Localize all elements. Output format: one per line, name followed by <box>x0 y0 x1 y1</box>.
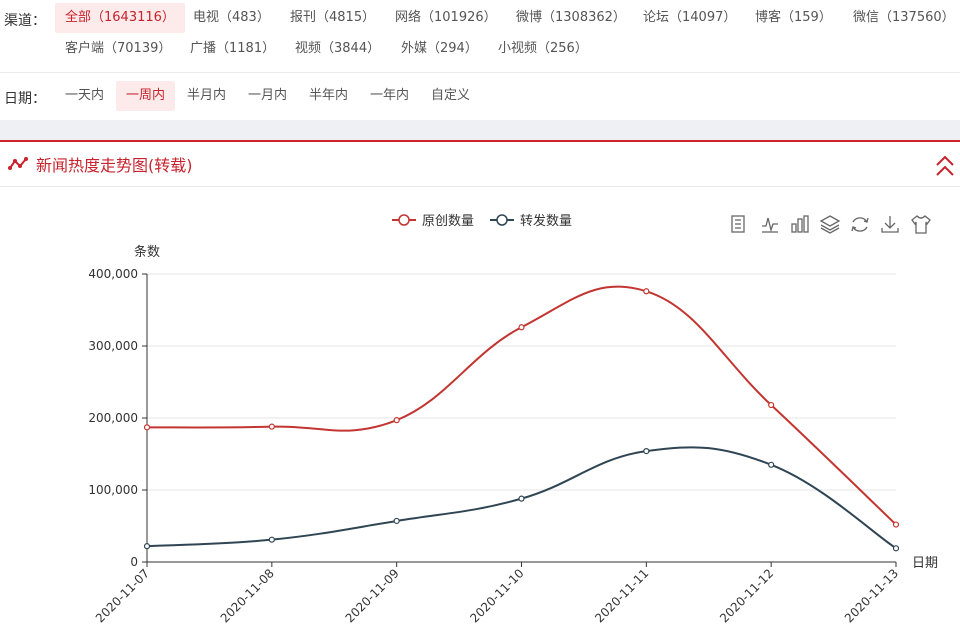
channel-chip-newspaper[interactable]: 报刊（4815） <box>290 10 376 25</box>
channel-chip-radio[interactable]: 广播（1181） <box>190 41 276 56</box>
line-chart-icon[interactable] <box>762 217 778 233</box>
series-line-0 <box>146 285 897 526</box>
date-filter-label: 日期： <box>4 91 46 107</box>
data-point[interactable] <box>393 417 400 424</box>
date-chip-day[interactable]: 一天内 <box>65 88 105 103</box>
data-point[interactable] <box>268 423 275 430</box>
data-point[interactable] <box>268 536 275 543</box>
legend-marker[interactable] <box>496 214 508 226</box>
channel-chip-forum[interactable]: 论坛（14097） <box>643 10 737 25</box>
channel-filter-label: 渠道： <box>4 13 46 29</box>
legend-marker[interactable] <box>398 214 410 226</box>
x-tick-label: 2020-11-11 <box>592 566 651 625</box>
date-chip-half-month[interactable]: 半月内 <box>187 88 227 103</box>
date-chip-half-year[interactable]: 半年内 <box>309 88 349 103</box>
y-tick-label: 300,000 <box>88 339 138 353</box>
date-chip-month[interactable]: 一月内 <box>248 88 288 103</box>
theme-icon[interactable] <box>911 215 931 234</box>
date-chip-week[interactable]: 一周内 <box>116 81 176 111</box>
data-point[interactable] <box>518 495 525 502</box>
date-chip-year[interactable]: 一年内 <box>370 88 410 103</box>
chart-legend: 原创数量 转发数量 <box>392 213 572 229</box>
data-point[interactable] <box>143 424 151 431</box>
data-point[interactable] <box>518 324 525 331</box>
channel-chip-web[interactable]: 网络（101926） <box>395 10 497 25</box>
channel-chip-short-video[interactable]: 小视频（256） <box>498 41 588 56</box>
data-point[interactable] <box>768 401 775 409</box>
legend-label[interactable]: 原创数量 <box>422 214 474 229</box>
x-tick-label: 2020-11-10 <box>467 566 526 625</box>
channel-chip-client[interactable]: 客户端（70139） <box>65 41 172 56</box>
trend-chart: 原创数量 转发数量 0 100,000 200,000 300,000 400,000 条数… <box>88 213 938 625</box>
channel-chip-wechat[interactable]: 微信（137560） <box>853 10 955 25</box>
x-tick-label: 2020-11-12 <box>717 566 776 625</box>
bar-chart-icon[interactable] <box>791 215 809 233</box>
download-icon[interactable] <box>881 216 899 233</box>
x-tick-label: 2020-11-09 <box>343 566 402 625</box>
refresh-icon[interactable] <box>851 217 869 232</box>
date-chip-custom[interactable]: 自定义 <box>431 88 471 103</box>
data-view-icon[interactable] <box>731 215 745 233</box>
data-point[interactable] <box>892 521 900 528</box>
x-tick-label: 2020-11-13 <box>842 566 901 625</box>
data-point[interactable] <box>393 517 400 525</box>
legend-label[interactable]: 转发数量 <box>520 213 572 229</box>
chart-series <box>143 285 900 552</box>
x-axis-title: 日期 <box>912 556 938 571</box>
data-point[interactable] <box>643 448 650 455</box>
stack-icon[interactable] <box>819 215 841 234</box>
channel-chip-blog[interactable]: 博客（159） <box>755 10 832 25</box>
x-tick-label: 2020-11-08 <box>218 566 277 625</box>
y-axis-title: 条数 <box>134 244 160 260</box>
channel-chip-weibo[interactable]: 微博（1308362） <box>516 10 626 25</box>
y-tick-label: 200,000 <box>88 411 138 425</box>
chart-toolbar <box>731 215 931 234</box>
y-tick-label: 0 <box>130 555 138 569</box>
channel-chip-tv[interactable]: 电视（483） <box>193 10 270 25</box>
data-point[interactable] <box>643 288 650 295</box>
y-tick-label: 100,000 <box>88 483 138 497</box>
y-tick-label: 400,000 <box>88 267 138 281</box>
collapse-chevron-icon[interactable] <box>934 154 956 178</box>
data-point[interactable] <box>768 461 775 468</box>
chart-grid <box>147 273 896 491</box>
panel-header-divider <box>0 186 960 187</box>
data-point[interactable] <box>143 543 151 550</box>
panel-top-border <box>0 140 960 142</box>
filter-divider <box>0 72 960 73</box>
section-spacer <box>0 120 960 140</box>
data-point[interactable] <box>892 545 900 552</box>
channel-chip-video[interactable]: 视频（3844） <box>295 41 381 56</box>
channel-chip-foreign-media[interactable]: 外媒（294） <box>401 41 478 56</box>
x-tick-label: 2020-11-07 <box>93 566 152 625</box>
panel-title: 新闻热度走势图(转载) <box>36 156 193 175</box>
channel-chip-all[interactable]: 全部（1643116） <box>55 3 185 33</box>
trend-icon <box>8 157 28 170</box>
